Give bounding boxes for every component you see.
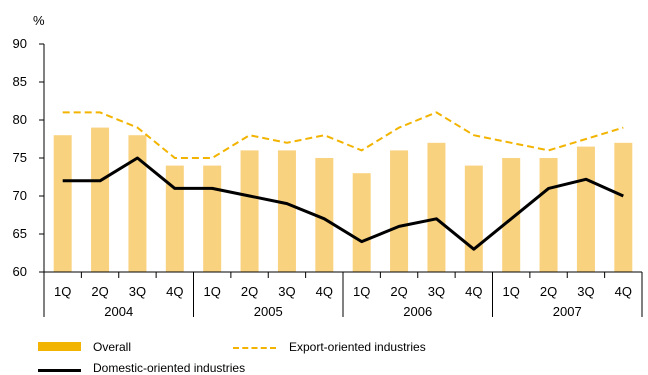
bar-overall	[352, 173, 371, 272]
legend-label-overall: Overall	[93, 340, 132, 354]
legend-swatch-overall	[38, 342, 81, 351]
x-tick-label-quarter: 1Q	[54, 284, 71, 299]
bar-overall	[165, 165, 184, 272]
bar-overall	[539, 158, 558, 272]
y-axis-unit-label: %	[33, 13, 45, 28]
y-tick-label: 70	[13, 188, 27, 203]
bar-overall	[203, 165, 222, 272]
x-tick-label-year: 2006	[403, 304, 432, 319]
x-tick-label-quarter: 2Q	[390, 284, 407, 299]
bar-overall	[390, 150, 409, 272]
line-export-oriented	[62, 111, 624, 159]
x-tick-label-quarter: 1Q	[503, 284, 520, 299]
x-tick-label-quarter: 4Q	[166, 284, 183, 299]
x-tick-label-year: 2007	[553, 304, 582, 319]
bar-overall	[614, 142, 633, 272]
axes	[43, 44, 643, 317]
x-tick-label-quarter: 3Q	[129, 284, 146, 299]
bar-overall	[240, 150, 259, 272]
x-tick-label-quarter: 2Q	[241, 284, 258, 299]
bar-overall	[427, 142, 446, 272]
legend-label-domestic: Domestic-oriented industries	[93, 361, 246, 375]
y-tick-label: 60	[13, 264, 27, 279]
x-axis-labels: 1Q 2Q 3Q 4Q 1Q 2Q 3Q 4Q 1Q 2Q 3Q 4Q 1Q 2Q 3Q 4Q 2004 2005…	[54, 284, 632, 319]
bar-overall	[464, 165, 483, 272]
bar-overall	[91, 127, 110, 272]
x-tick-label-quarter: 4Q	[615, 284, 632, 299]
x-tick-label-quarter: 1Q	[204, 284, 221, 299]
legend-swatch-export	[233, 347, 276, 349]
x-tick-label-year: 2004	[104, 304, 133, 319]
bar-overall	[128, 135, 147, 272]
x-tick-label-year: 2005	[254, 304, 283, 319]
y-tick-label: 80	[13, 112, 27, 127]
bars-overall	[53, 127, 633, 272]
y-axis: 60 65 70 75 80 85 90	[13, 36, 44, 279]
legend-label-export: Export-oriented industries	[289, 340, 426, 354]
x-tick-label-quarter: 2Q	[91, 284, 108, 299]
line-domestic-oriented	[62, 156, 624, 251]
bar-overall	[315, 158, 334, 272]
x-tick-label-quarter: 2Q	[540, 284, 557, 299]
x-tick-label-quarter: 4Q	[316, 284, 333, 299]
y-tick-label: 85	[13, 74, 27, 89]
y-tick-label: 65	[13, 226, 27, 241]
x-tick-label-quarter: 3Q	[577, 284, 594, 299]
legend-swatch-domestic	[38, 369, 81, 372]
y-tick-label: 75	[13, 150, 27, 165]
bar-overall	[277, 150, 296, 272]
series-lines	[62, 111, 624, 251]
bar-overall	[53, 135, 72, 272]
bar-overall	[576, 146, 595, 272]
x-tick-label-quarter: 1Q	[353, 284, 370, 299]
y-tick-label: 90	[13, 36, 27, 51]
x-tick-label-quarter: 3Q	[278, 284, 295, 299]
bar-overall	[502, 158, 521, 272]
x-tick-label-quarter: 4Q	[465, 284, 482, 299]
x-tick-label-quarter: 3Q	[428, 284, 445, 299]
